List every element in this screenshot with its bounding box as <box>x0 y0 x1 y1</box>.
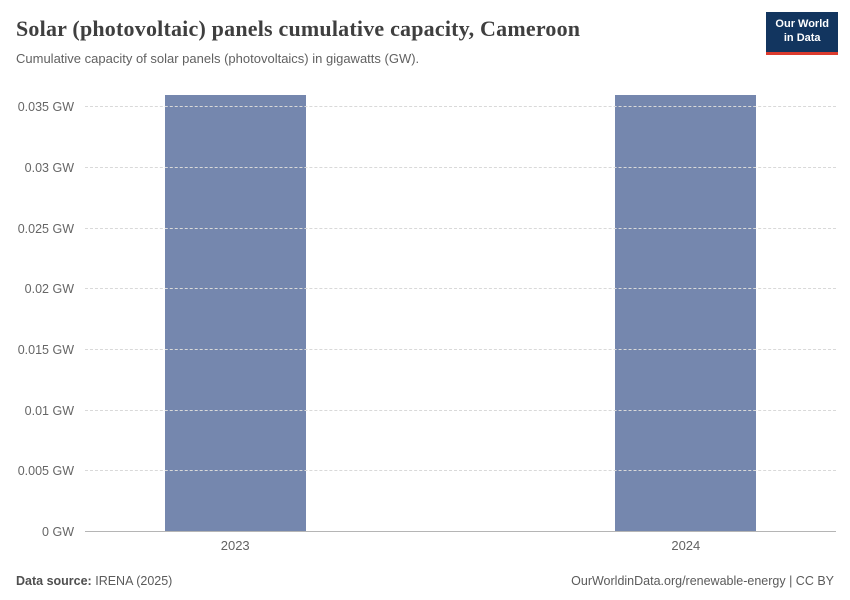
gridline <box>85 106 836 108</box>
x-axis-tick-label: 2024 <box>671 538 701 553</box>
gridline <box>85 531 836 532</box>
y-axis-tick-label: 0.025 GW <box>17 221 74 236</box>
footer-link[interactable]: OurWorldinData.org/renewable-energy | CC… <box>571 574 834 588</box>
y-axis-tick-label: 0 GW <box>42 525 74 539</box>
gridline <box>85 409 836 411</box>
footer: Data source: IRENA (2025) OurWorldinData… <box>16 574 834 588</box>
x-axis-labels: 2023 2024 <box>85 538 836 553</box>
gridline <box>85 227 836 229</box>
owid-logo-line2: in Data <box>783 32 821 45</box>
data-source-value: IRENA (2025) <box>95 574 173 588</box>
bars <box>85 88 836 532</box>
gridline <box>85 470 836 472</box>
y-axis-tick-label: 0.01 GW <box>24 403 74 418</box>
y-axis-tick-label: 0.03 GW <box>24 161 74 176</box>
owid-logo[interactable]: Our World in Data <box>766 12 838 55</box>
gridline <box>85 167 836 169</box>
data-source: Data source: IRENA (2025) <box>16 574 172 588</box>
data-source-label: Data source: <box>16 574 92 588</box>
y-axis-tick-label: 0.015 GW <box>17 343 74 358</box>
y-axis-tick-label: 0.005 GW <box>17 464 74 479</box>
bar-2024[interactable] <box>615 95 757 532</box>
x-axis-tick-label: 2023 <box>220 538 250 553</box>
y-axis-tick-label: 0.035 GW <box>17 100 74 115</box>
gridline <box>85 349 836 351</box>
plot-area: 0 GW 0.005 GW 0.01 GW 0.015 GW 0.02 GW 0.025 … <box>0 88 836 539</box>
bar-2023[interactable] <box>164 95 306 532</box>
page-title: Solar (photovoltaic) panels cumulative c… <box>16 16 581 41</box>
owid-logo-line1: Our World <box>775 18 829 30</box>
y-axis-tick-label: 0.02 GW <box>24 282 74 297</box>
page-subtitle: Cumulative capacity of solar panels (pho… <box>16 51 420 66</box>
bar-column <box>85 88 385 532</box>
header: Solar (photovoltaic) panels cumulative c… <box>0 0 850 66</box>
bar-column <box>536 88 836 532</box>
gridline <box>85 288 836 290</box>
